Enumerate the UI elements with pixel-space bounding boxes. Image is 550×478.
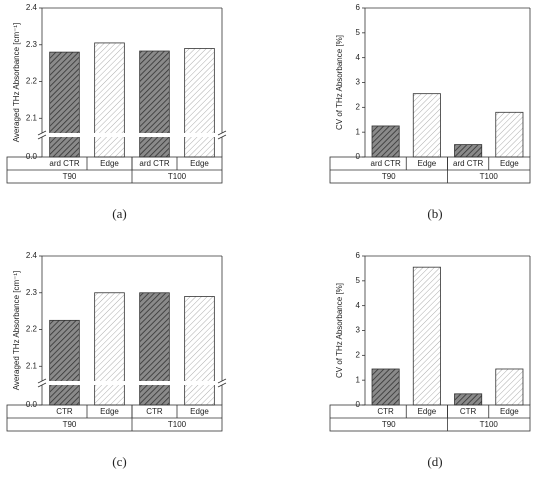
bar — [495, 368, 524, 406]
bar — [454, 393, 483, 406]
group-label: T100 — [168, 172, 187, 181]
category-label: ard CTR — [371, 159, 401, 168]
y-tick-label: 3 — [356, 78, 361, 87]
group-label: T100 — [168, 420, 187, 429]
y-axis-label: CV of THz Absorbance [%] — [335, 35, 344, 130]
y-tick-label: 2.1 — [26, 113, 38, 122]
group-label: T90 — [63, 172, 77, 181]
y-axis-label: Averaged THz Absorbance [cm⁻¹] — [12, 23, 21, 143]
group-label: T90 — [63, 420, 77, 429]
category-label: ard CTR — [139, 159, 169, 168]
axis-break-gap — [36, 133, 228, 137]
group-label: T90 — [382, 420, 396, 429]
y-tick-label: 3 — [356, 326, 361, 335]
category-label: Edge — [190, 159, 209, 168]
panel-caption: (d) — [427, 454, 442, 469]
y-tick-label: 2.3 — [26, 40, 38, 49]
panel-caption: (c) — [112, 454, 126, 469]
y-tick-label: 4 — [356, 53, 361, 62]
category-label: Edge — [418, 407, 437, 416]
bar — [184, 48, 215, 158]
category-label: Edge — [500, 159, 519, 168]
y-tick-label: 2.4 — [26, 3, 38, 12]
axis-break-gap — [36, 381, 228, 385]
category-label: ard CTR — [49, 159, 79, 168]
y-tick-label: 6 — [356, 251, 361, 260]
group-label: T90 — [382, 172, 396, 181]
bar — [371, 368, 400, 406]
y-tick-label: 5 — [356, 28, 361, 37]
bar — [49, 51, 80, 158]
bar — [139, 292, 170, 406]
y-tick-label: 2.2 — [26, 77, 38, 86]
y-tick-label: 2 — [356, 350, 361, 359]
y-axis-label: CV of THz Absorbance [%] — [335, 283, 344, 378]
bar — [412, 93, 441, 158]
bar — [454, 144, 483, 158]
y-tick-label: 2.4 — [26, 251, 38, 260]
panel-caption: (a) — [112, 206, 126, 221]
category-label: Edge — [100, 407, 119, 416]
bar — [94, 292, 125, 406]
bar — [49, 319, 80, 406]
y-axis-label: Averaged THz Absorbance [cm⁻¹] — [12, 271, 21, 391]
category-label: CTR — [146, 407, 163, 416]
y-tick-label: 1 — [356, 375, 361, 384]
group-label: T100 — [480, 420, 499, 429]
y-tick-label: 2.3 — [26, 288, 38, 297]
bar — [495, 111, 524, 158]
y-tick-label: 6 — [356, 3, 361, 12]
bar — [184, 296, 215, 406]
category-label: CTR — [377, 407, 394, 416]
category-label: Edge — [500, 407, 519, 416]
y-tick-label: 2 — [356, 102, 361, 111]
y-tick-label: 2.2 — [26, 325, 38, 334]
y-tick-label: 4 — [356, 301, 361, 310]
bar — [139, 50, 170, 158]
y-tick-label: 2.1 — [26, 361, 38, 370]
category-label: Edge — [418, 159, 437, 168]
category-label: Edge — [100, 159, 119, 168]
category-label: CTR — [56, 407, 73, 416]
bar — [94, 42, 125, 158]
category-label: Edge — [190, 407, 209, 416]
y-tick-label: 5 — [356, 276, 361, 285]
category-label: CTR — [460, 407, 477, 416]
group-label: T100 — [480, 172, 499, 181]
category-label: ard CTR — [453, 159, 483, 168]
bar — [412, 266, 441, 406]
bar — [371, 125, 400, 158]
y-tick-label: 1 — [356, 127, 361, 136]
panel-caption: (b) — [427, 206, 442, 221]
